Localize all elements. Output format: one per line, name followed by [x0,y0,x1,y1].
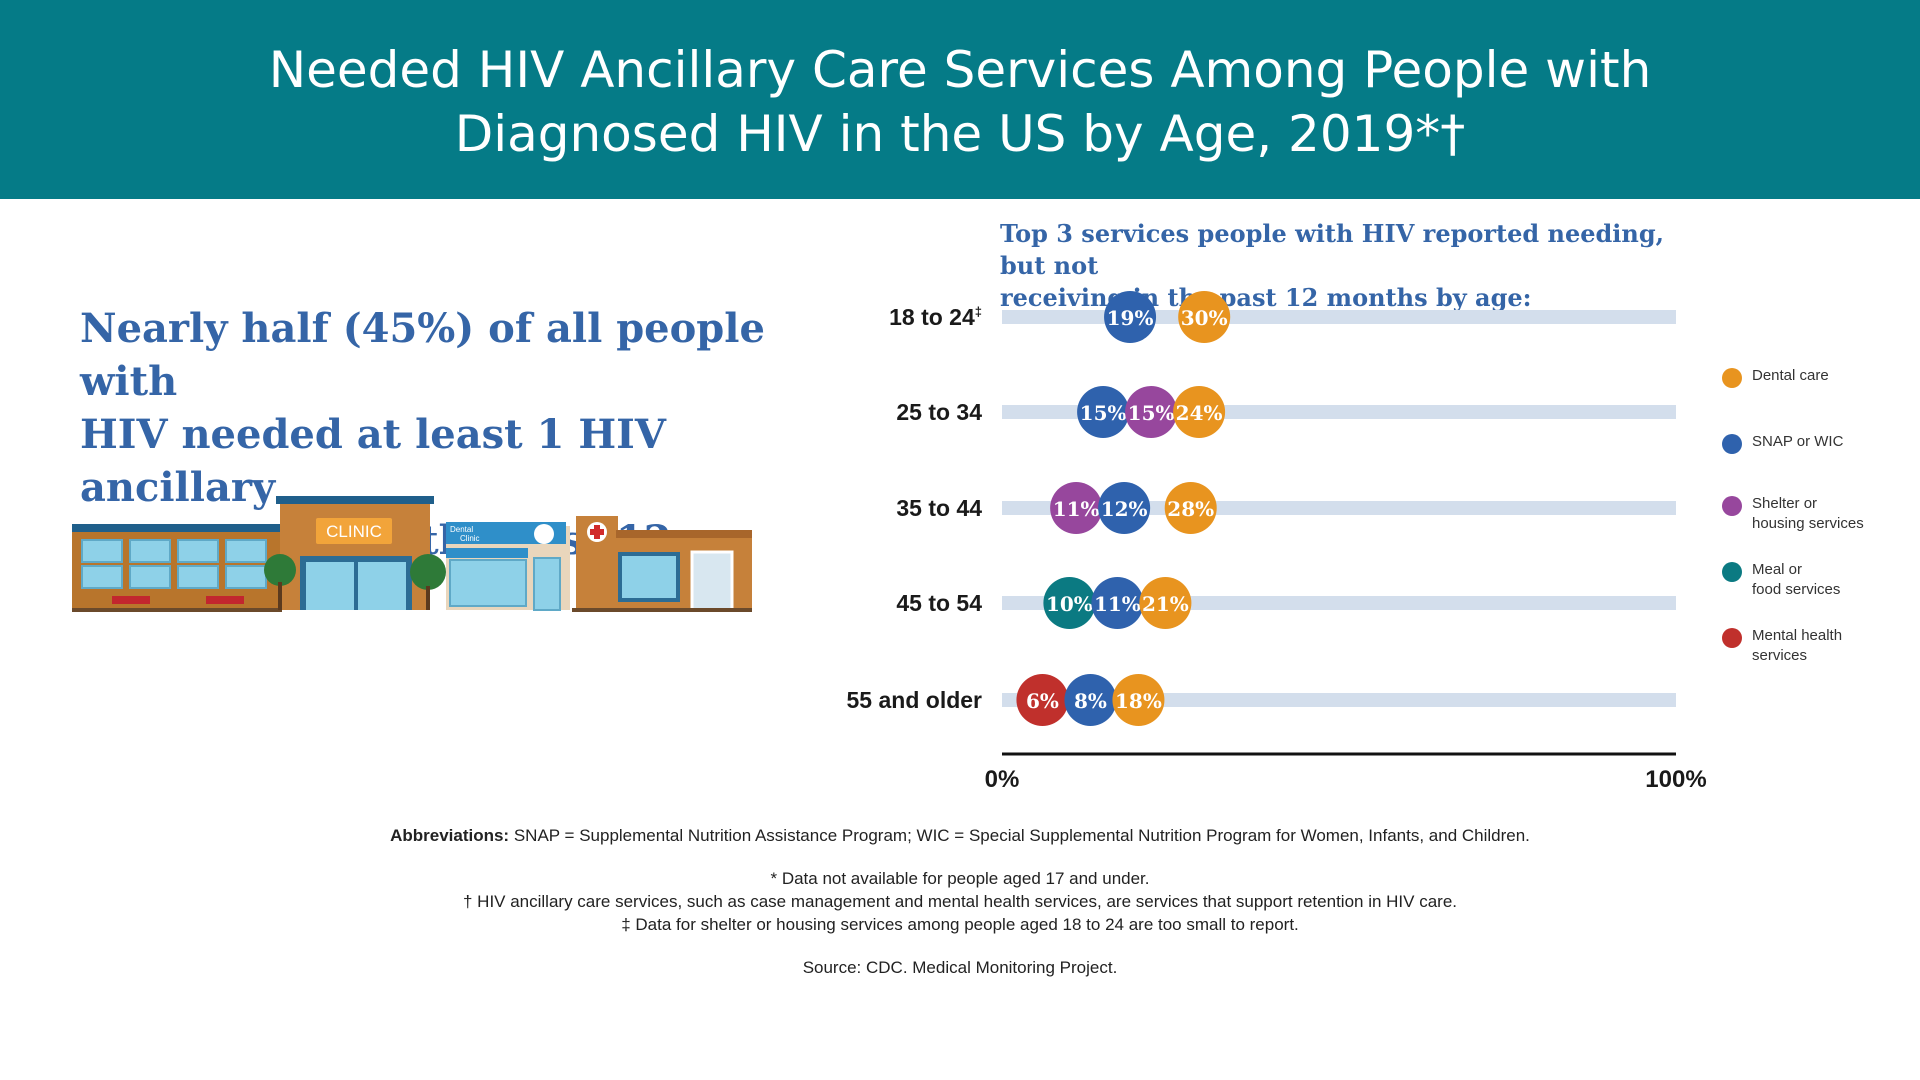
legend-swatch [1722,496,1742,516]
page-title-line-2: Diagnosed HIV in the US by Age, 2019*† [454,105,1466,163]
row-track [1002,405,1676,419]
legend-swatch [1722,628,1742,648]
data-point [1091,577,1144,629]
data-point [1164,482,1217,534]
legend-swatch [1722,434,1742,454]
footnote-list: * Data not available for people aged 17 … [0,867,1920,936]
source-note: Source: CDC. Medical Monitoring Project. [802,958,1118,977]
abbreviations-note: Abbreviations: SNAP = Supplemental Nutri… [0,824,1920,847]
dental-sign-line-2: Clinic [460,534,480,543]
data-label: 8% [1074,689,1107,713]
data-label: 10% [1046,592,1093,616]
legend-label: Meal or food services [1752,561,1841,598]
data-label: 15% [1080,401,1127,425]
category-label: 45 to 54 [896,590,982,616]
category-label: 25 to 34 [896,399,982,425]
category-label: 55 and older [847,687,983,713]
footnote-2: † HIV ancillary care services, such as c… [462,892,1458,911]
footnote-1: * Data not available for people aged 17 … [770,869,1150,888]
data-point [1098,482,1151,534]
data-label: 18% [1115,689,1162,713]
data-point [1173,386,1226,438]
data-label: 28% [1167,497,1214,521]
row-track [1002,596,1676,610]
footnotes: Abbreviations: SNAP = Supplemental Nutri… [0,824,1920,979]
x-tick-label: 0% [985,766,1020,793]
data-label: 12% [1101,497,1148,521]
page-title: Needed HIV Ancillary Care Services Among… [0,38,1920,166]
legend-label: SNAP or WIC [1752,433,1844,450]
abbreviations-text: SNAP = Supplemental Nutrition Assistance… [509,826,1530,845]
legend-label: Mental health services [1752,627,1843,664]
chart-subtitle: Top 3 services people with HIV reported … [1000,218,1700,314]
row-track [1002,501,1676,515]
data-point [1077,386,1130,438]
row-track [1002,693,1676,707]
data-point [1043,577,1096,629]
chart-subtitle-line-1: Top 3 services people with HIV reported … [1000,219,1664,280]
data-point [1125,386,1178,438]
data-label: 6% [1026,689,1059,713]
data-point [1050,482,1103,534]
headline-line-1: Nearly half (45%) of all people with [80,305,765,405]
category-label: 18 to 24‡ [889,304,982,330]
dental-sign-line-1: Dental [450,525,473,534]
legend-label: Shelter or housing services [1752,495,1864,532]
header-banner: Needed HIV Ancillary Care Services Among… [0,0,1920,199]
category-label: 35 to 44 [896,495,982,521]
legend-label: Dental care [1752,367,1829,384]
clinic-sign-text: CLINIC [326,522,382,541]
page-title-line-1: Needed HIV Ancillary Care Services Among… [268,41,1652,99]
chart-legend: Dental care SNAP or WIC Shelter or housing … [1722,360,1912,680]
data-label: 24% [1176,401,1223,425]
data-label: 21% [1142,592,1189,616]
chart-subtitle-line-2: receiving in the past 12 months by age: [1000,283,1532,312]
data-point [1016,674,1069,726]
legend-swatch [1722,368,1742,388]
data-point [1139,577,1192,629]
legend-swatch [1722,562,1742,582]
headline-line-2: HIV needed at least 1 HIV ancillary [80,411,666,511]
data-point [1112,674,1165,726]
footnote-3: ‡ Data for shelter or housing services a… [621,915,1299,934]
data-label: 15% [1128,401,1175,425]
clinic-buildings-illustration: CLINIC Dental Clinic [72,496,752,612]
data-point [1064,674,1117,726]
x-tick-label: 100% [1645,766,1706,793]
data-label: 11% [1053,497,1100,521]
abbreviations-label: Abbreviations: [390,826,510,845]
data-label: 11% [1094,592,1141,616]
